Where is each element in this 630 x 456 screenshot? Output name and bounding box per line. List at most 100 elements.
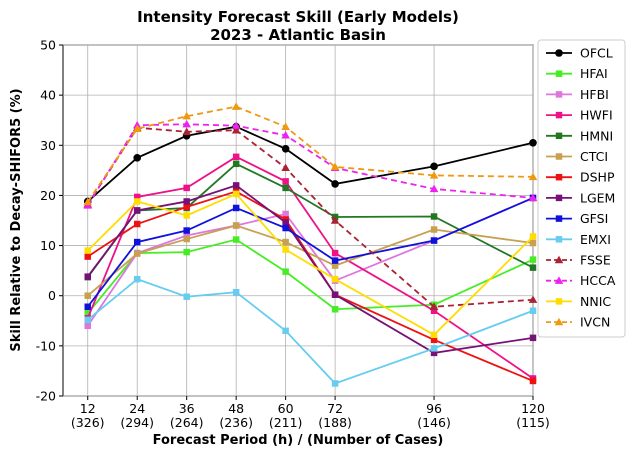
data-point <box>281 144 290 153</box>
legend-marker <box>554 317 564 326</box>
data-point <box>133 238 141 246</box>
data-point <box>84 292 91 299</box>
data-point <box>183 203 190 211</box>
y-tick-label: 10 <box>40 238 56 253</box>
x-axis-ticks: 12(326) 24(294) 36(264) 48(236) 60(211) 72(18… <box>71 396 550 430</box>
legend-label: EMXI <box>580 232 611 247</box>
x-tick-case-count: (146) <box>417 415 451 430</box>
data-point <box>430 307 438 314</box>
data-point <box>84 322 91 330</box>
data-point <box>331 180 339 188</box>
data-point <box>133 207 141 214</box>
data-point <box>133 275 141 283</box>
y-tick-label: -10 <box>36 338 56 353</box>
data-point <box>232 204 240 212</box>
data-point <box>430 213 438 220</box>
data-point <box>430 226 438 233</box>
series-line <box>87 162 534 278</box>
data-point <box>529 307 537 314</box>
y-tick-label: 0 <box>48 288 56 303</box>
legend-label: HFAI <box>580 66 608 81</box>
data-point <box>331 262 339 269</box>
x-axis-label: Forecast Period (h) / (Number of Cases) <box>153 433 444 448</box>
data-point <box>529 138 537 147</box>
legend-box <box>537 39 626 338</box>
legend-entry-ivcn: IVCN <box>546 315 610 330</box>
series-line <box>87 192 534 336</box>
legend-marker <box>555 236 563 243</box>
data-point <box>133 250 141 257</box>
data-point <box>232 236 240 243</box>
data-point <box>84 253 91 260</box>
legend-entry-lgem: LGEM <box>546 190 615 205</box>
series-hwfi <box>84 153 537 382</box>
data-point <box>282 219 289 226</box>
series-emxi <box>84 275 537 387</box>
data-point <box>133 220 141 228</box>
data-point <box>330 162 340 171</box>
data-point <box>84 303 91 310</box>
chart-subtitle: 2023 - Atlantic Basin <box>210 26 386 44</box>
legend-entry-hfbi: HFBI <box>546 87 609 102</box>
legend-label: CTCI <box>580 149 608 164</box>
series-line <box>87 197 534 308</box>
series-ctci <box>84 222 537 299</box>
series-line <box>87 190 534 382</box>
legend-marker <box>555 49 563 57</box>
data-point <box>529 233 537 240</box>
legend-entry-hcca: HCCA <box>546 273 616 288</box>
legend: OFCL HFAI HFBI HWFI HMNI CTCI DSHP LGEM GFSI EMXI… <box>537 39 626 338</box>
data-point <box>430 162 438 171</box>
legend-marker <box>555 298 563 305</box>
legend-entry-hmni: HMNI <box>546 128 613 143</box>
data-point <box>430 336 438 344</box>
data-point <box>232 153 240 161</box>
x-tick-label: 12 <box>80 401 96 416</box>
legend-entry-hwfi: HWFI <box>546 108 613 123</box>
legend-label: LGEM <box>580 190 615 205</box>
legend-label: HCCA <box>580 273 616 288</box>
series-line <box>87 224 534 297</box>
data-point <box>529 256 537 263</box>
data-point <box>231 121 241 129</box>
data-point <box>182 119 191 128</box>
data-point <box>282 224 289 232</box>
series-layer <box>83 102 538 387</box>
legend-marker <box>554 276 564 284</box>
data-point <box>529 264 537 271</box>
legend-entry-gfsi: GFSI <box>546 211 608 226</box>
x-tick-label: 96 <box>426 401 442 416</box>
data-point <box>282 210 289 218</box>
x-tick-case-count: (236) <box>219 415 253 430</box>
data-point <box>83 197 93 206</box>
data-point <box>84 273 91 280</box>
legend-marker <box>555 194 563 202</box>
y-tick-label: -20 <box>36 389 56 404</box>
x-tick-case-count: (188) <box>318 415 352 430</box>
series-line <box>87 238 534 314</box>
legend-marker <box>555 70 563 77</box>
data-point <box>528 295 538 303</box>
series-line <box>86 126 534 308</box>
legend-marker <box>555 91 563 98</box>
legend-entry-ofcl: OFCL <box>546 46 613 61</box>
x-tick-label: 24 <box>129 401 145 416</box>
legend-entry-nnic: NNIC <box>546 294 611 309</box>
series-line <box>86 155 534 380</box>
data-point <box>232 222 240 229</box>
y-tick-label: 30 <box>40 138 56 153</box>
y-tick-label: 50 <box>40 38 56 53</box>
data-point <box>133 193 141 201</box>
data-point <box>183 227 190 234</box>
data-point <box>430 331 438 339</box>
legend-marker <box>554 255 564 264</box>
data-point <box>133 154 142 162</box>
data-point <box>281 122 290 130</box>
legend-marker <box>555 153 563 160</box>
legend-label: IVCN <box>580 315 610 330</box>
data-point <box>232 288 240 296</box>
legend-entry-ctci: CTCI <box>546 149 608 164</box>
y-tick-label: 20 <box>40 188 56 203</box>
x-tick-label: 120 <box>521 401 545 416</box>
